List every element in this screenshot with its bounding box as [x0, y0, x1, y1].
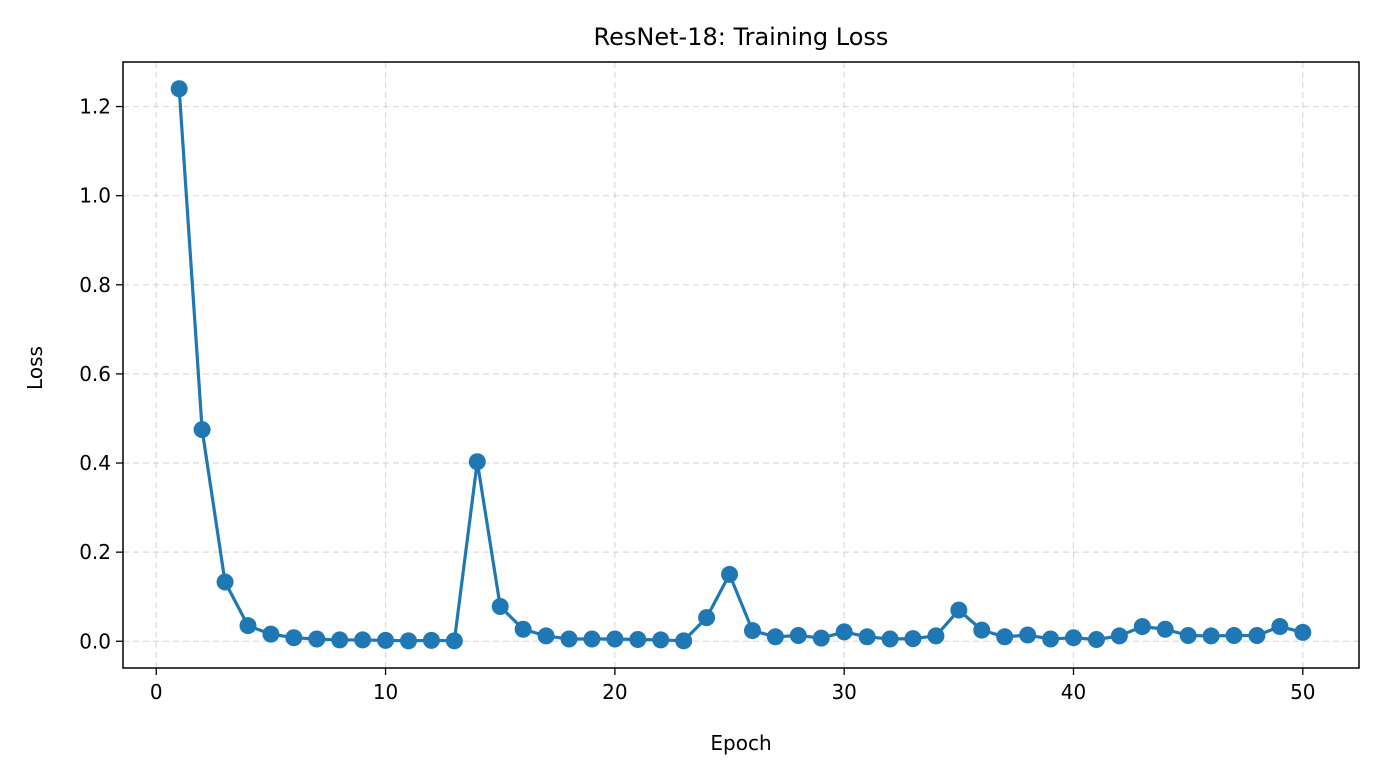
- loss-point: [1271, 618, 1289, 636]
- loss-point: [1065, 629, 1083, 647]
- loss-point: [560, 630, 578, 648]
- x-tick-label: 50: [1290, 680, 1315, 704]
- loss-point: [789, 626, 807, 644]
- chart-title: ResNet-18: Training Loss: [594, 23, 889, 51]
- loss-point: [491, 598, 509, 616]
- loss-point: [308, 630, 326, 648]
- x-axis-label: Epoch: [710, 731, 771, 755]
- loss-line: [177, 88, 1304, 643]
- loss-point: [1202, 627, 1220, 645]
- y-tick-label: 0.4: [79, 451, 111, 475]
- x-tick-label: 20: [602, 680, 627, 704]
- loss-point: [812, 629, 830, 647]
- loss-point: [652, 631, 670, 649]
- loss-point: [606, 630, 624, 648]
- loss-point: [1294, 623, 1312, 641]
- loss-point: [514, 620, 532, 638]
- loss-point: [239, 617, 257, 635]
- plot-frame: [122, 61, 1360, 669]
- loss-point: [468, 453, 486, 471]
- loss-point: [377, 631, 395, 649]
- plot-area: [170, 80, 1312, 650]
- y-tick-label: 0.6: [79, 362, 111, 386]
- loss-point: [743, 622, 761, 640]
- y-tick-label: 0.8: [79, 273, 111, 297]
- loss-point: [721, 565, 739, 583]
- x-tick-label: 30: [831, 680, 856, 704]
- loss-point: [904, 630, 922, 648]
- loss-point: [331, 631, 349, 649]
- y-tick-label: 0.0: [79, 629, 111, 653]
- loss-point: [1133, 618, 1151, 636]
- y-tick-label: 0.2: [79, 540, 111, 564]
- loss-point: [399, 632, 417, 650]
- loss-point: [537, 627, 555, 645]
- loss-point: [675, 632, 693, 650]
- loss-point: [858, 628, 876, 646]
- loss-point: [1248, 626, 1266, 644]
- loss-point: [354, 631, 372, 649]
- loss-point: [881, 630, 899, 648]
- x-tick-label: 0: [150, 680, 163, 704]
- loss-point: [1087, 630, 1105, 648]
- loss-point: [927, 627, 945, 645]
- loss-point: [193, 421, 211, 439]
- loss-point: [1019, 626, 1037, 644]
- loss-point: [422, 631, 440, 649]
- loss-point: [285, 629, 303, 647]
- loss-point: [1225, 626, 1243, 644]
- x-tick-label: 40: [1061, 680, 1086, 704]
- loss-point: [1042, 630, 1060, 648]
- y-tick-label: 1.2: [79, 95, 111, 119]
- loss-point: [583, 630, 601, 648]
- loss-point: [216, 573, 234, 591]
- loss-point: [996, 628, 1014, 646]
- ticks: 0 10 20 30 40 50 0.0 0.2 0.4 0.6 0.8 1.0 1.2: [79, 95, 1315, 704]
- loss-point: [950, 601, 968, 619]
- x-tick-label: 10: [373, 680, 398, 704]
- loss-point: [445, 632, 463, 650]
- loss-point: [1179, 626, 1197, 644]
- loss-point: [835, 623, 853, 641]
- loss-point: [629, 630, 647, 648]
- loss-point: [973, 621, 991, 639]
- loss-point: [1156, 620, 1174, 638]
- loss-point: [766, 628, 784, 646]
- loss-point: [698, 609, 716, 627]
- grid: [123, 62, 1359, 668]
- loss-point: [170, 80, 188, 98]
- y-axis-label: Loss: [23, 346, 47, 390]
- loss-point: [262, 625, 280, 643]
- loss-point: [1110, 627, 1128, 645]
- y-tick-label: 1.0: [79, 184, 111, 208]
